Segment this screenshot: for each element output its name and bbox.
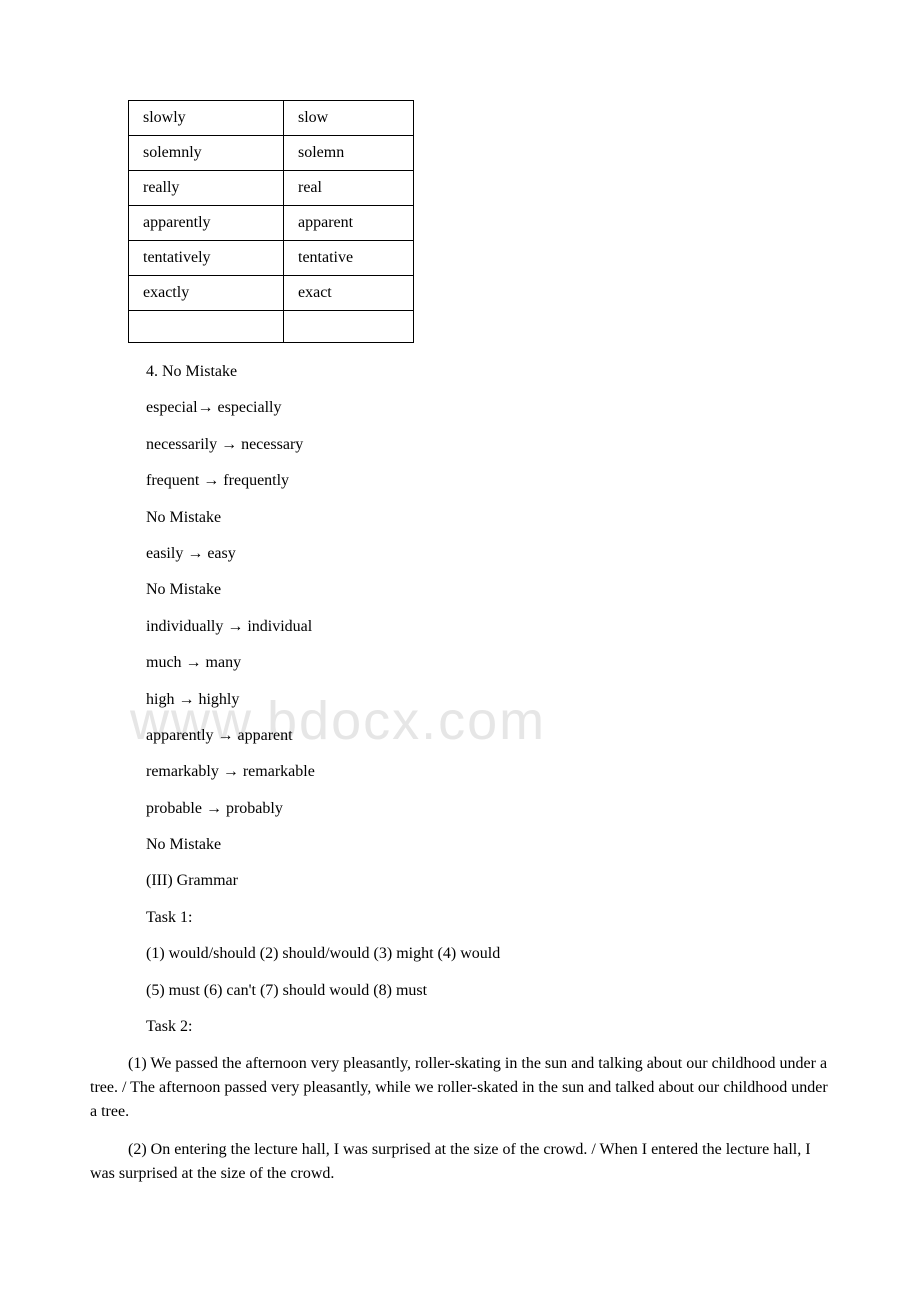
text-line: Task 1:	[146, 907, 830, 929]
text-line: remarkably → remarkable	[146, 761, 830, 783]
text-line: (III) Grammar	[146, 870, 830, 892]
table-row: exactly exact	[129, 276, 414, 311]
text-line: (1) would/should (2) should/would (3) mi…	[146, 943, 830, 965]
text-line: high → highly	[146, 689, 830, 711]
table-cell: exactly	[129, 276, 284, 311]
table-cell: apparently	[129, 206, 284, 241]
text-line: easily → easy	[146, 543, 830, 565]
table-row: solemnly solemn	[129, 136, 414, 171]
table-cell	[129, 311, 284, 343]
text-line: No Mistake	[146, 834, 830, 856]
text-line: necessarily → necessary	[146, 434, 830, 456]
table-row: really real	[129, 171, 414, 206]
paragraph: (1) We passed the afternoon very pleasan…	[90, 1052, 830, 1124]
text-line: No Mistake	[146, 507, 830, 529]
table-cell: tentatively	[129, 241, 284, 276]
table-cell: exact	[284, 276, 414, 311]
text-line: much → many	[146, 652, 830, 674]
table-cell	[284, 311, 414, 343]
paragraph: (2) On entering the lecture hall, I was …	[90, 1138, 830, 1186]
text-line: apparently → apparent	[146, 725, 830, 747]
text-line: 4. No Mistake	[146, 361, 830, 383]
word-table: slowly slow solemnly solemn really real …	[128, 100, 414, 343]
table-cell: apparent	[284, 206, 414, 241]
text-line: probable → probably	[146, 798, 830, 820]
table-cell: tentative	[284, 241, 414, 276]
text-line: (5) must (6) can't (7) should would (8) …	[146, 980, 830, 1002]
table-cell: slow	[284, 101, 414, 136]
text-line: individually → individual	[146, 616, 830, 638]
text-line: frequent → frequently	[146, 470, 830, 492]
table-cell: real	[284, 171, 414, 206]
text-line: Task 2:	[146, 1016, 830, 1038]
table-cell: slowly	[129, 101, 284, 136]
text-line: especial→ especially	[146, 397, 830, 419]
table-row: apparently apparent	[129, 206, 414, 241]
table-cell: solemnly	[129, 136, 284, 171]
table-row: slowly slow	[129, 101, 414, 136]
table-row: tentatively tentative	[129, 241, 414, 276]
table-cell: solemn	[284, 136, 414, 171]
table-row	[129, 311, 414, 343]
text-line: No Mistake	[146, 579, 830, 601]
table-cell: really	[129, 171, 284, 206]
